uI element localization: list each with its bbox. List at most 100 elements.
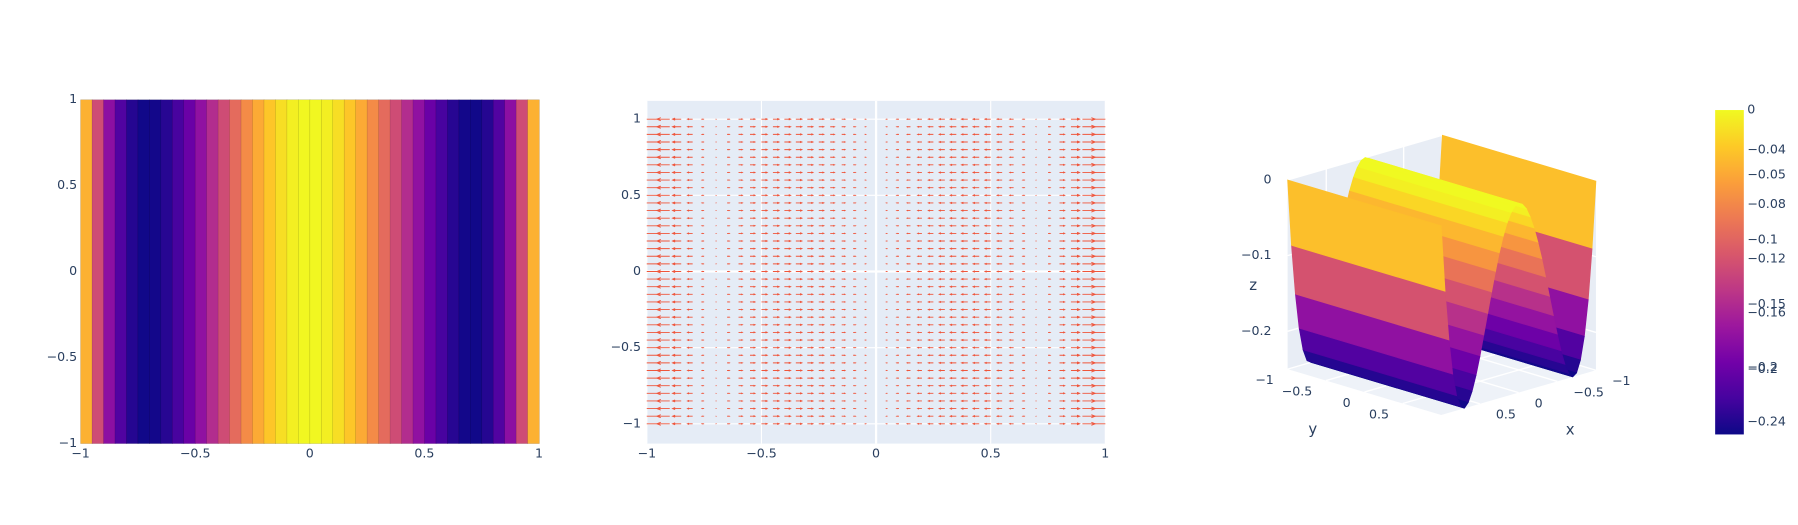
- arrow: [686, 194, 693, 197]
- arrow: [830, 141, 836, 143]
- arrow: [686, 338, 693, 342]
- arrow: [960, 285, 968, 288]
- arrow: [983, 384, 991, 387]
- arrow: [1059, 354, 1066, 357]
- arrow: [784, 133, 792, 136]
- arrow: [807, 118, 815, 121]
- arrow: [795, 270, 804, 273]
- arrow: [807, 247, 815, 250]
- arrow: [749, 156, 757, 159]
- arrow: [949, 125, 957, 128]
- arrow: [895, 308, 899, 311]
- arrow: [960, 178, 968, 182]
- arrow: [916, 240, 922, 242]
- arrow: [686, 316, 693, 319]
- arrow: [937, 300, 945, 304]
- arrow: [1059, 346, 1066, 349]
- arrow: [646, 179, 659, 181]
- arrow: [937, 422, 945, 425]
- arrow: [895, 392, 899, 395]
- arrow: [818, 331, 826, 334]
- arrow: [841, 186, 847, 189]
- arrow: [971, 354, 980, 357]
- arrow: [830, 339, 836, 341]
- arrow: [905, 156, 911, 159]
- arrow: [807, 186, 815, 189]
- arrow: [937, 308, 945, 311]
- arrow: [795, 194, 804, 197]
- arrow: [727, 293, 731, 296]
- arrow: [700, 209, 705, 212]
- arrow: [1093, 172, 1106, 173]
- arrow: [983, 148, 991, 151]
- arrow: [671, 315, 682, 319]
- x-tick-label: 0.5: [981, 445, 1001, 460]
- arrow: [995, 156, 1003, 159]
- arrow: [738, 301, 744, 303]
- arrow: [700, 247, 705, 250]
- arrow: [655, 231, 670, 236]
- arrow: [895, 255, 899, 257]
- arrow: [749, 285, 757, 288]
- arrow: [830, 247, 836, 250]
- arrow: [949, 338, 957, 342]
- y-tick-label: 0.5: [621, 187, 641, 202]
- arrow: [700, 270, 705, 273]
- arrow: [784, 354, 792, 357]
- arrow: [624, 299, 647, 305]
- arrow: [655, 140, 670, 144]
- arrow: [905, 270, 911, 273]
- arrow: [916, 255, 922, 258]
- arrow: [1008, 163, 1014, 166]
- arrow: [971, 148, 980, 151]
- arrow: [927, 323, 934, 326]
- arrow: [655, 277, 670, 282]
- arrow: [853, 270, 857, 273]
- arrow: [841, 301, 847, 303]
- arrow: [646, 324, 659, 326]
- arrow: [1105, 223, 1128, 229]
- arrow: [895, 377, 899, 379]
- arrow: [818, 239, 826, 243]
- arrow: [700, 187, 705, 189]
- arrow: [949, 178, 957, 182]
- arrow: [995, 140, 1003, 144]
- arrow: [1008, 293, 1014, 296]
- arrow: [655, 399, 670, 403]
- arrow: [1008, 392, 1014, 395]
- arrow: [749, 308, 757, 311]
- arrow: [749, 415, 757, 418]
- arrow: [807, 194, 815, 197]
- arrow: [1093, 301, 1106, 303]
- arrow: [624, 132, 647, 138]
- arrow: [700, 362, 705, 364]
- arrow: [700, 369, 705, 372]
- arrow: [841, 164, 847, 166]
- arrow: [927, 377, 934, 380]
- contour-band: [366, 99, 380, 444]
- arrow: [738, 224, 744, 227]
- arrow: [818, 278, 826, 281]
- arrow: [830, 422, 836, 425]
- arrow: [818, 308, 826, 311]
- arrow: [646, 316, 659, 318]
- arrow: [795, 285, 804, 288]
- arrow: [830, 202, 836, 204]
- arrow: [772, 148, 781, 151]
- arrow: [1070, 369, 1081, 372]
- arrow: [1093, 293, 1106, 295]
- arrow: [772, 239, 781, 243]
- arrow: [700, 331, 705, 334]
- arrow: [916, 369, 922, 372]
- arrow: [895, 164, 899, 166]
- arrow: [646, 309, 659, 311]
- arrow: [646, 293, 659, 295]
- arrow: [1070, 239, 1081, 243]
- arrow: [937, 232, 945, 235]
- arrow: [686, 407, 693, 410]
- y-tick-label: 1: [69, 91, 77, 106]
- arrow: [784, 422, 792, 425]
- arrow: [624, 398, 647, 404]
- arrow: [1021, 308, 1026, 311]
- arrow: [995, 377, 1003, 380]
